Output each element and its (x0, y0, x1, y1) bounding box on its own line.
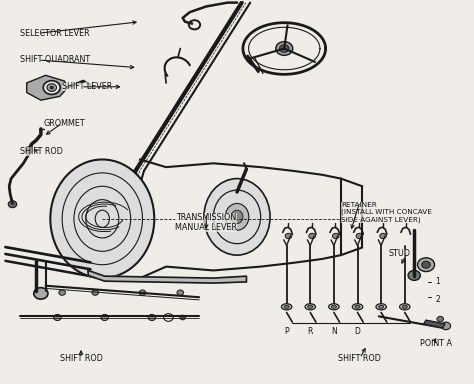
Ellipse shape (231, 210, 243, 223)
Ellipse shape (284, 305, 289, 308)
Ellipse shape (355, 305, 360, 308)
Circle shape (437, 316, 444, 322)
Ellipse shape (400, 304, 410, 310)
Circle shape (285, 233, 292, 239)
Text: GROMMET: GROMMET (43, 119, 85, 127)
Text: D: D (355, 327, 360, 336)
Text: SHIFT ROD: SHIFT ROD (60, 354, 102, 363)
Circle shape (309, 233, 316, 239)
Text: SHIFT LEVER: SHIFT LEVER (62, 82, 112, 91)
Ellipse shape (376, 304, 386, 310)
Ellipse shape (402, 305, 407, 308)
Text: N: N (331, 327, 337, 336)
Polygon shape (27, 75, 67, 100)
Circle shape (177, 290, 183, 295)
Text: POINT A: POINT A (420, 339, 452, 348)
Ellipse shape (308, 305, 313, 308)
Circle shape (276, 41, 293, 55)
Text: SHIFT QUADRANT: SHIFT QUADRANT (19, 56, 90, 65)
Circle shape (408, 270, 420, 280)
Text: R: R (308, 327, 313, 336)
Text: 1: 1 (436, 277, 440, 286)
Ellipse shape (328, 304, 339, 310)
Text: TRANSMISSION
MANUAL LEVER: TRANSMISSION MANUAL LEVER (175, 213, 237, 232)
Circle shape (418, 258, 435, 271)
Text: P: P (284, 327, 289, 336)
Ellipse shape (305, 304, 316, 310)
Circle shape (92, 290, 99, 295)
Circle shape (280, 45, 289, 52)
Circle shape (356, 233, 363, 239)
Circle shape (139, 290, 146, 295)
Circle shape (25, 147, 33, 153)
Text: SHIFT ROD: SHIFT ROD (19, 147, 63, 156)
Text: STUD: STUD (388, 249, 410, 258)
Ellipse shape (225, 204, 249, 230)
Text: SELECTOR LEVER: SELECTOR LEVER (19, 29, 89, 38)
Circle shape (47, 84, 56, 91)
Circle shape (148, 314, 156, 321)
Circle shape (54, 314, 61, 321)
Circle shape (8, 201, 17, 208)
Circle shape (101, 314, 109, 321)
Polygon shape (424, 320, 445, 328)
Text: SHIFT ROD: SHIFT ROD (338, 354, 381, 363)
Ellipse shape (204, 179, 270, 255)
Circle shape (43, 81, 60, 94)
Ellipse shape (352, 304, 363, 310)
Circle shape (180, 315, 185, 320)
Circle shape (422, 261, 430, 268)
Ellipse shape (379, 305, 384, 308)
Circle shape (50, 86, 54, 89)
Ellipse shape (282, 304, 292, 310)
Polygon shape (88, 270, 246, 283)
Ellipse shape (331, 305, 337, 308)
Circle shape (332, 233, 339, 239)
Text: 2: 2 (436, 295, 440, 304)
Text: RETAINER
(INSTALL WITH CONCAVE
SIDE AGAINST LEVER): RETAINER (INSTALL WITH CONCAVE SIDE AGAI… (341, 202, 432, 223)
Ellipse shape (50, 159, 155, 278)
Circle shape (59, 290, 65, 295)
Circle shape (441, 322, 451, 330)
Circle shape (34, 288, 48, 299)
Circle shape (380, 233, 386, 239)
